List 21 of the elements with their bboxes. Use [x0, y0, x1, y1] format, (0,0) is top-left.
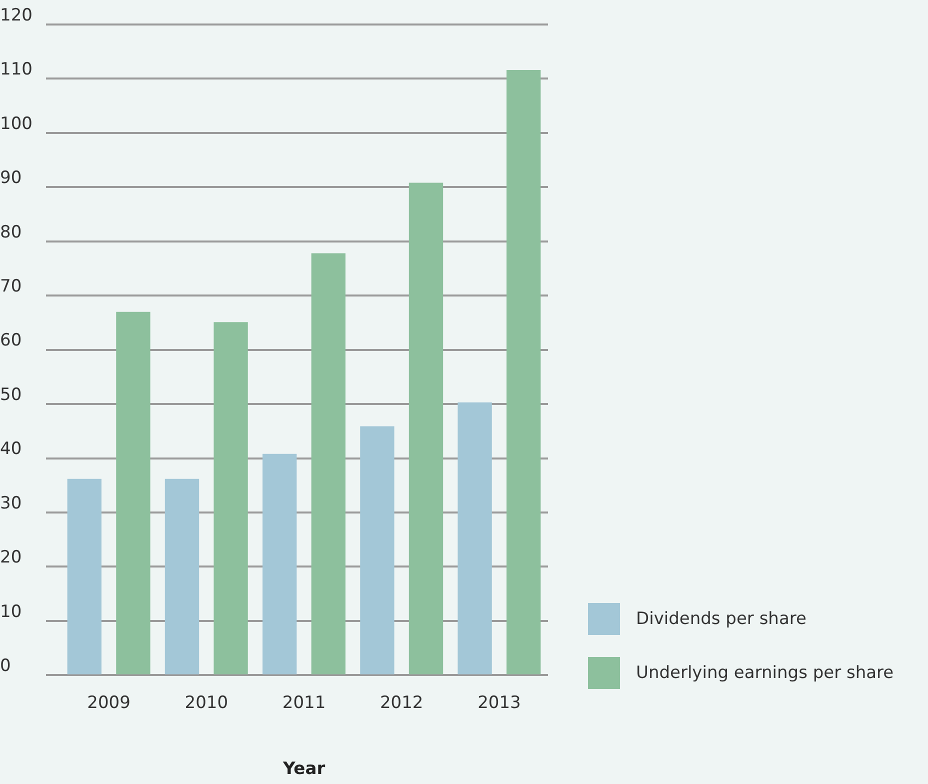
y-tick-label: 70 — [0, 276, 22, 296]
y-tick-label: 60 — [0, 330, 22, 351]
legend-label: Dividends per share — [636, 609, 806, 629]
legend-label: Underlying earnings per share — [636, 663, 894, 683]
y-tick-label: 110 — [0, 60, 32, 80]
y-tick-label: 50 — [0, 384, 22, 405]
x-tick-label: 2010 — [184, 692, 228, 713]
y-tick-label: 20 — [0, 548, 22, 568]
x-tick-label: 2011 — [282, 692, 326, 713]
x-tick-label: 2012 — [380, 692, 424, 713]
y-tick-label: 80 — [0, 222, 22, 242]
y-tick-label: 30 — [0, 493, 22, 514]
x-tick-label: 2013 — [478, 692, 521, 713]
y-tick-label: 100 — [0, 114, 32, 134]
y-tick-label: 0 — [0, 656, 11, 676]
x-axis-title: Year — [282, 759, 326, 780]
y-tick-label: 120 — [0, 5, 32, 26]
y-tick-label: 10 — [0, 602, 22, 622]
x-tick-label: 2009 — [87, 692, 130, 713]
y-tick-label: 40 — [0, 439, 22, 460]
y-tick-label: 90 — [0, 168, 22, 188]
